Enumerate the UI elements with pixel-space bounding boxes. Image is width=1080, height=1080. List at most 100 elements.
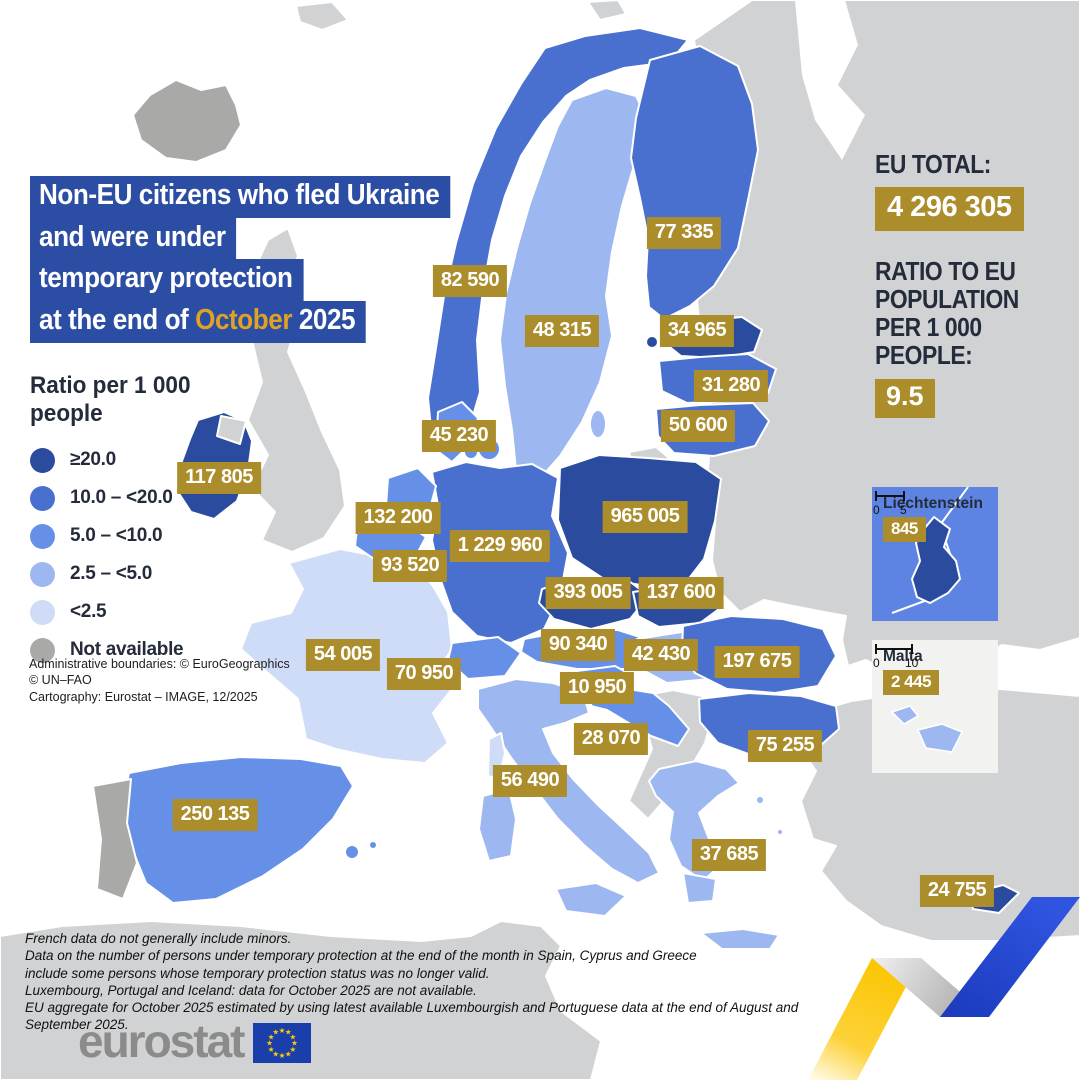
eu-stats-panel: EU TOTAL: 4 296 305 RATIO TO EU POPULATI… — [875, 149, 1075, 419]
malta-inset-map — [890, 705, 964, 753]
legend-item-label: 10.0 – <20.0 — [70, 487, 173, 509]
funen-island — [463, 444, 479, 460]
malta-island — [916, 723, 964, 753]
eu-flag-icon: ★ ★★★★★★★★★★★ — [253, 1023, 312, 1063]
footnote-line: include some persons whose temporary pro… — [25, 965, 490, 981]
legend-item: 2.5 – <5.0 — [30, 555, 201, 593]
eu-star-icon: ★ — [285, 1028, 292, 1037]
eu-star-icon: ★ — [279, 1051, 286, 1060]
eu-star-icon: ★ — [267, 1039, 274, 1048]
page-title: Non-EU citizens who fled Ukraine and wer… — [30, 176, 497, 343]
legend-item-label: Not available — [70, 639, 184, 661]
eu-total-value: 4 296 305 — [875, 187, 1024, 232]
estonian-islands — [645, 335, 659, 349]
legend-color-dot — [30, 599, 55, 625]
eu-star-icon: ★ — [279, 1026, 286, 1035]
value-label-malta: 2 445 — [883, 670, 940, 695]
scale-start: 0 — [873, 503, 880, 517]
footnote-line: EU aggregate for October 2025 estimated … — [25, 1000, 799, 1033]
sicily-island — [555, 882, 627, 917]
country-shape-greece — [648, 760, 740, 882]
eu-star-icon: ★ — [285, 1049, 292, 1058]
inset-title: Liechtenstein — [883, 495, 983, 512]
eu-total-label: EU TOTAL: — [875, 149, 991, 179]
legend-color-dot — [30, 523, 55, 549]
eu-star-icon: ★ — [273, 1028, 280, 1037]
country-shape-spain — [120, 756, 354, 904]
country-shape-finland — [630, 45, 759, 320]
legend-color-dot — [30, 561, 55, 587]
ratio-label: RATIO TO EU POPULATION PER 1 000 PEOPLE: — [875, 256, 1019, 371]
legend-title: Ratio per 1 000 people — [30, 372, 191, 427]
country-shape-portugal — [92, 778, 138, 900]
country-shape-estonia — [664, 316, 763, 359]
legend-color-dot — [30, 447, 55, 473]
title-line-2: and were under — [30, 217, 237, 260]
gotland-island — [589, 409, 607, 439]
aegean-island — [755, 795, 765, 805]
balearic-island — [344, 844, 360, 860]
inset-malta: Malta 2 445 0 10 — [872, 640, 998, 773]
legend-color-dot — [30, 637, 55, 663]
title-line-1: Non-EU citizens who fled Ukraine — [30, 176, 451, 218]
legend-color-dot — [30, 485, 55, 511]
legend-item: ≥20.0 — [30, 441, 201, 479]
country-shape-north-africa — [0, 920, 602, 1080]
title-line-4-prefix: at the end of — [39, 304, 196, 337]
legend-item-label: 5.0 – <10.0 — [70, 525, 163, 547]
gozo-island — [890, 705, 920, 725]
value-label-liechtenstein: 845 — [883, 517, 926, 542]
title-line-3: temporary protection — [30, 259, 304, 302]
scale-bar: 0 5 — [873, 491, 907, 517]
scale-bar: 0 10 — [873, 644, 919, 670]
peloponnese — [682, 872, 717, 904]
crete-island — [700, 928, 780, 950]
scale-end: 5 — [900, 503, 907, 517]
map-legend: Ratio per 1 000 people ≥20.0 10.0 – <20.0… — [30, 372, 201, 669]
balearic-island-2 — [368, 840, 378, 850]
footnotes: French data do not generally include min… — [25, 930, 815, 1034]
country-shape-romania — [681, 615, 837, 694]
country-shape-iceland — [132, 79, 242, 163]
eu-star-icon: ★ — [290, 1045, 297, 1054]
title-month-highlight: October — [195, 304, 293, 337]
white-sea — [795, 0, 865, 160]
legend-item-label: <2.5 — [70, 601, 107, 623]
eurostat-logo: eurostat ★ ★ ★ ★ ★ ★ ★ ★ ★ ★ ★ ★ — [78, 1015, 312, 1067]
eu-star-icon: ★ — [268, 1032, 275, 1041]
svalbard-islands-2 — [587, 0, 627, 21]
footnote-line: Data on the number of persons under temp… — [25, 948, 697, 964]
country-shape-czechia — [538, 575, 650, 630]
ribbon-blue — [940, 897, 1080, 1017]
legend-item: <2.5 — [30, 593, 201, 631]
legend-item-label: 2.5 – <5.0 — [70, 563, 153, 585]
eu-star-icon: ★ — [292, 1039, 299, 1048]
ratio-value: 9.5 — [875, 379, 935, 419]
attribution-text: Administrative boundaries: © EuroGeograp… — [29, 657, 290, 704]
legend-item: Not available — [30, 631, 201, 669]
country-shape-luxembourg — [423, 556, 440, 576]
eurostat-wordmark: eurostat — [78, 1015, 245, 1067]
title-line-4-suffix: 2025 — [292, 304, 356, 337]
footnote-line: French data do not generally include min… — [25, 931, 292, 946]
eu-star-icon: ★ — [290, 1032, 297, 1041]
eu-star-icon: ★ — [273, 1049, 280, 1058]
inset-liechtenstein: Liechtenstein 845 0 5 — [872, 487, 998, 621]
country-shape-netherlands — [385, 467, 437, 524]
zealand-island — [477, 437, 501, 461]
legend-items: ≥20.0 10.0 – <20.0 5.0 – <10.0 2.5 – <5.0 <2… — [30, 441, 201, 669]
legend-item: 10.0 – <20.0 — [30, 479, 201, 517]
country-shape-austria — [520, 629, 651, 670]
eu-flag-stars: ★ ★★★★★★★★★★★ — [267, 1026, 299, 1060]
footnote-line: Luxembourg, Portugal and Iceland: data f… — [25, 982, 477, 998]
sardinia-island — [478, 788, 517, 862]
scale-end: 10 — [905, 656, 919, 670]
country-shape-germany — [431, 461, 569, 644]
aegean-island-2 — [776, 828, 784, 836]
country-shape-latvia — [658, 353, 777, 404]
legend-item-label: ≥20.0 — [70, 449, 116, 471]
ribbon-yellow — [808, 958, 921, 1080]
scale-start: 0 — [873, 656, 880, 670]
